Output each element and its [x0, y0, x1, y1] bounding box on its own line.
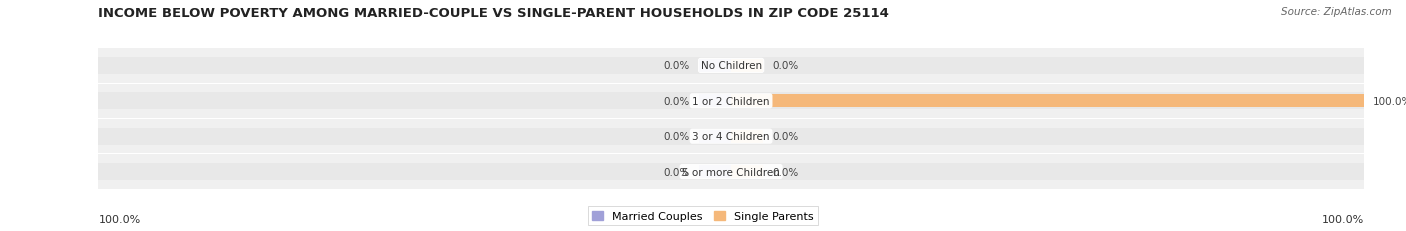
Bar: [699, 165, 731, 178]
Text: INCOME BELOW POVERTY AMONG MARRIED-COUPLE VS SINGLE-PARENT HOUSEHOLDS IN ZIP COD: INCOME BELOW POVERTY AMONG MARRIED-COUPL…: [98, 7, 890, 20]
Text: 0.0%: 0.0%: [772, 132, 799, 142]
Bar: [98, 128, 1364, 145]
Bar: [98, 163, 1364, 180]
Text: 0.0%: 0.0%: [664, 132, 690, 142]
Text: 0.0%: 0.0%: [772, 61, 799, 71]
Bar: [731, 165, 762, 178]
Text: 100.0%: 100.0%: [1322, 214, 1364, 225]
Text: 0.0%: 0.0%: [664, 167, 690, 177]
Text: 0.0%: 0.0%: [772, 167, 799, 177]
Text: 5 or more Children: 5 or more Children: [682, 167, 780, 177]
Text: No Children: No Children: [700, 61, 762, 71]
Text: 100.0%: 100.0%: [98, 214, 141, 225]
Text: 3 or 4 Children: 3 or 4 Children: [692, 132, 770, 142]
Bar: [699, 130, 731, 143]
Bar: [98, 58, 1364, 75]
Text: 100.0%: 100.0%: [1374, 96, 1406, 106]
Text: 0.0%: 0.0%: [664, 61, 690, 71]
Bar: [699, 60, 731, 73]
Text: 0.0%: 0.0%: [664, 96, 690, 106]
Bar: [731, 60, 762, 73]
Bar: [731, 95, 1364, 108]
Legend: Married Couples, Single Parents: Married Couples, Single Parents: [588, 206, 818, 225]
Text: Source: ZipAtlas.com: Source: ZipAtlas.com: [1281, 7, 1392, 17]
Bar: [731, 130, 762, 143]
Bar: [699, 95, 731, 108]
Text: 1 or 2 Children: 1 or 2 Children: [692, 96, 770, 106]
Bar: [98, 93, 1364, 110]
